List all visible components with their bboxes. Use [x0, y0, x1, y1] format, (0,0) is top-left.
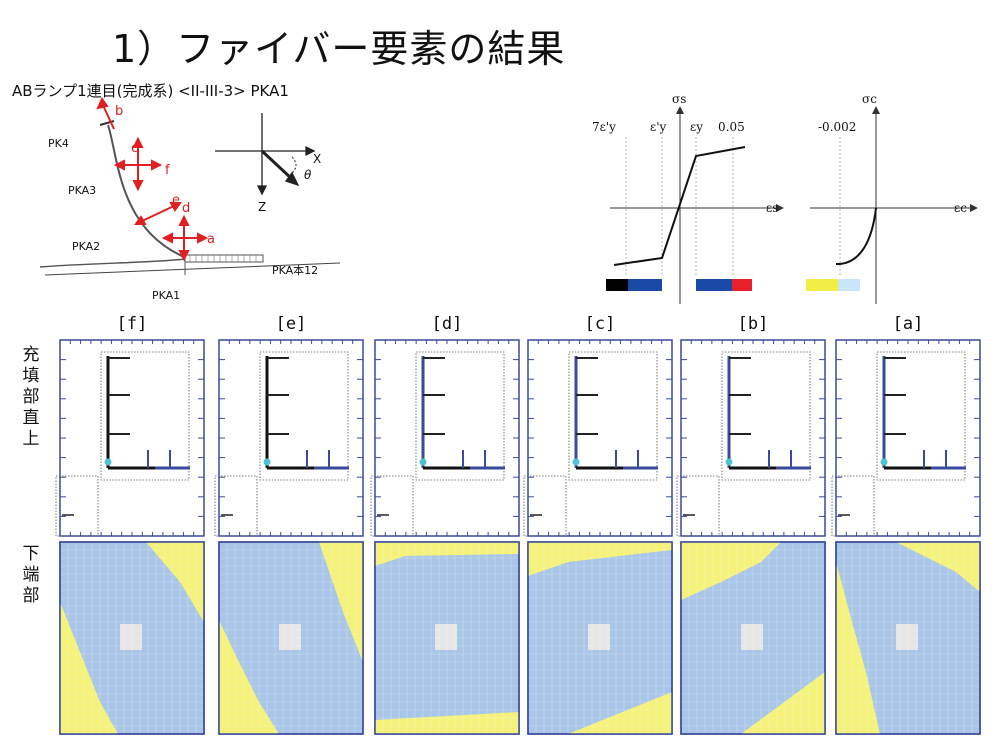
section-origin-marker — [263, 458, 271, 466]
lower-panel-border — [218, 541, 364, 735]
steel-tick-005: 0.05 — [718, 120, 745, 134]
yield-zone — [219, 620, 279, 734]
lower-panel-border — [680, 541, 826, 735]
direction-label-b: b — [115, 104, 124, 119]
lower-panel-border — [59, 541, 205, 735]
lower-section-box — [676, 475, 720, 537]
concrete-x-axis-label: εc — [954, 201, 967, 215]
lower-section-box — [370, 475, 414, 537]
direction-label-c: c — [131, 141, 139, 156]
steel-x-axis-label: εs — [766, 201, 779, 215]
yield-zone — [60, 602, 118, 734]
direction-label-f: f — [165, 163, 170, 178]
yield-zone — [375, 712, 519, 734]
panel-title-a: [a] — [892, 314, 924, 334]
crush-zone — [896, 624, 918, 650]
panel-title-e: [e] — [275, 314, 307, 334]
lower-section-box — [214, 475, 258, 537]
yield-zone — [681, 542, 781, 600]
section-origin-marker — [104, 458, 112, 466]
yield-zone — [375, 542, 519, 566]
page-title: 1）ファイバー要素の結果 — [112, 27, 566, 71]
yield-zone — [528, 542, 672, 576]
legend-steel-red — [732, 279, 752, 291]
legend-concrete-yellow — [806, 279, 838, 291]
section-origin-marker — [572, 458, 580, 466]
legend-concrete-lightblue — [838, 279, 860, 291]
row-label-upper: 充填部直上 — [22, 345, 40, 449]
lower-section-box — [55, 475, 99, 537]
upper-panel-b — [680, 339, 826, 537]
bridge-schematic — [39, 96, 341, 276]
crush-zone — [741, 624, 763, 650]
panel-title-c: [c] — [584, 314, 616, 334]
section-origin-marker — [419, 458, 427, 466]
concrete-tick-0002: -0.002 — [818, 120, 857, 134]
crush-zone — [435, 624, 457, 650]
upper-panel-c — [527, 339, 673, 537]
yield-zone — [896, 542, 980, 592]
steel-stress-strain-graph — [610, 106, 784, 304]
lower-panel-border — [374, 541, 520, 735]
direction-label-a: a — [207, 232, 215, 247]
concrete-stress-strain-graph — [810, 106, 978, 304]
axis-x-label: X — [313, 152, 322, 166]
deck-label: PKA本12 — [272, 264, 319, 277]
pier-label-pka3: PKA3 — [68, 184, 97, 197]
upper-panel-f — [59, 339, 205, 537]
pier-label-pk4: PK4 — [48, 137, 69, 150]
steel-tick-7ey: 7ε'y — [592, 120, 616, 134]
section-origin-marker — [880, 458, 888, 466]
pier-label-pka1: PKA1 — [152, 289, 181, 302]
direction-label-e: e — [172, 193, 180, 208]
lower-panel-border — [527, 541, 673, 735]
concrete-y-axis-label: σc — [862, 92, 877, 106]
direction-label-d: d — [182, 201, 191, 216]
steel-tick-ey: εy — [690, 120, 703, 134]
legend-steel-black — [606, 279, 628, 291]
yield-zone — [836, 562, 880, 734]
yield-zone — [146, 542, 204, 622]
upper-panel-e — [218, 339, 364, 537]
upper-panel-a — [835, 339, 981, 537]
lower-section-box — [523, 475, 567, 537]
crush-zone — [588, 624, 610, 650]
steel-tick-ey-prime: ε'y — [650, 120, 667, 134]
pier-label-pka2: PKA2 — [72, 240, 101, 253]
section-origin-marker — [725, 458, 733, 466]
steel-y-axis-label: σs — [672, 92, 687, 106]
angle-label: θ — [304, 168, 312, 182]
row-label-lower: 下端部 — [22, 544, 40, 606]
lower-panel-border — [835, 541, 981, 735]
axis-z-label: Z — [258, 200, 267, 214]
yield-zone — [568, 692, 672, 734]
panel-title-d: [d] — [431, 314, 463, 334]
legend-steel-blue-tension — [696, 279, 732, 291]
yield-zone — [319, 542, 363, 662]
subtitle: ABランプ1連目(完成系) <II-III-3> PKA1 — [12, 82, 289, 100]
crush-zone — [120, 624, 142, 650]
lower-section-box — [831, 475, 875, 537]
yield-zone — [741, 672, 825, 734]
legend-steel-blue-compression — [628, 279, 662, 291]
upper-panel-d — [374, 339, 520, 537]
panel-title-f: [f] — [116, 314, 148, 334]
crush-zone — [279, 624, 301, 650]
panel-title-b: [b] — [737, 314, 769, 334]
